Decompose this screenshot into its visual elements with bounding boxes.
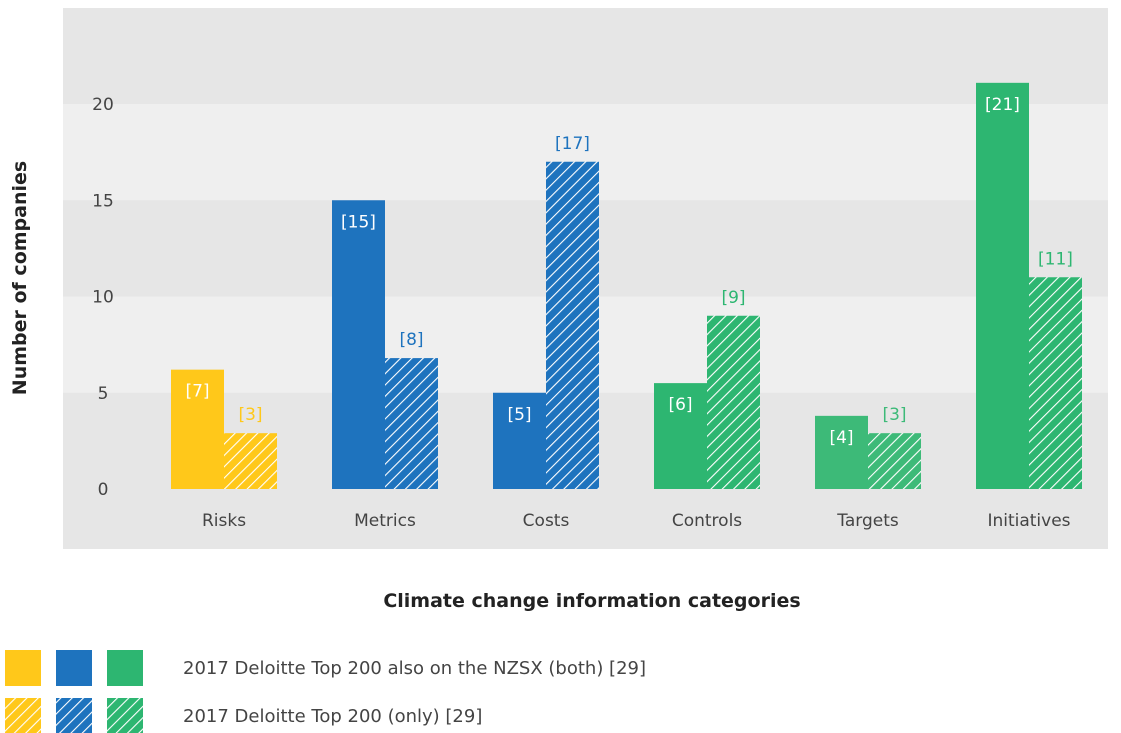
y-tick-label: 15 — [92, 191, 114, 211]
bar-label-only-controls: [9] — [721, 288, 745, 308]
legend-swatch-only-1 — [5, 698, 41, 733]
x-tick-label-risks: Risks — [202, 511, 246, 531]
bar-only-targets — [868, 433, 921, 489]
bar-both-initiatives — [976, 82, 1029, 489]
legend-swatch-both-3 — [107, 650, 143, 686]
bar-both-controls — [654, 383, 707, 489]
bar-labels: [7] [3] [15] [8] [5] [17] [6] [9] [4] [3] [21] [11] — [185, 95, 1073, 448]
legend-label-only: 2017 Deloitte Top 200 (only) [29] — [183, 706, 482, 727]
x-tick-label-controls: Controls — [672, 511, 742, 531]
bar-both-targets — [815, 415, 868, 489]
legend-swatch-only-3 — [107, 698, 143, 733]
bar-label-both-controls: [6] — [668, 395, 692, 415]
y-axis-title: Number of companies — [9, 161, 31, 395]
bar-only-metrics — [385, 358, 438, 489]
y-axis-ticks: 0 5 10 15 20 — [92, 95, 114, 500]
x-tick-label-costs: Costs — [523, 511, 570, 531]
bar-label-only-targets: [3] — [882, 405, 906, 425]
bar-both-metrics — [332, 200, 385, 489]
x-axis-title: Climate change information categories — [383, 590, 800, 612]
bar-label-both-metrics: [15] — [341, 212, 376, 232]
bar-only-controls — [707, 315, 760, 489]
bars — [171, 82, 1082, 489]
x-tick-label-targets: Targets — [836, 511, 899, 531]
x-tick-label-metrics: Metrics — [354, 511, 416, 531]
legend-label-both: 2017 Deloitte Top 200 also on the NZSX (… — [183, 658, 646, 679]
bar-both-risks — [171, 369, 224, 489]
legend-swatch-both-2 — [56, 650, 92, 686]
legend-swatch-both-1 — [5, 650, 41, 686]
bar-only-risks — [224, 433, 277, 489]
bar-label-both-targets: [4] — [829, 428, 853, 448]
bar-label-only-risks: [3] — [238, 405, 262, 425]
x-axis-ticks: Risks Metrics Costs Controls Targets Initiati… — [202, 511, 1071, 531]
y-tick-label: 0 — [98, 480, 109, 500]
bar-label-only-costs: [17] — [555, 134, 590, 154]
y-tick-label: 10 — [92, 288, 114, 308]
bar-label-both-costs: [5] — [507, 405, 531, 425]
bar-only-initiatives — [1029, 277, 1082, 489]
bar-label-both-risks: [7] — [185, 382, 209, 402]
y-tick-label: 5 — [98, 384, 109, 404]
legend-swatch-only-2 — [56, 698, 92, 733]
bar-label-both-initiatives: [21] — [985, 95, 1020, 115]
bar-only-costs — [546, 161, 599, 489]
bar-both-costs — [493, 392, 546, 489]
y-tick-label: 20 — [92, 95, 114, 115]
legend: 2017 Deloitte Top 200 also on the NZSX (… — [5, 650, 646, 733]
bar-label-only-initiatives: [11] — [1038, 249, 1073, 269]
bar-label-only-metrics: [8] — [399, 330, 423, 350]
x-tick-label-initiatives: Initiatives — [987, 511, 1070, 531]
